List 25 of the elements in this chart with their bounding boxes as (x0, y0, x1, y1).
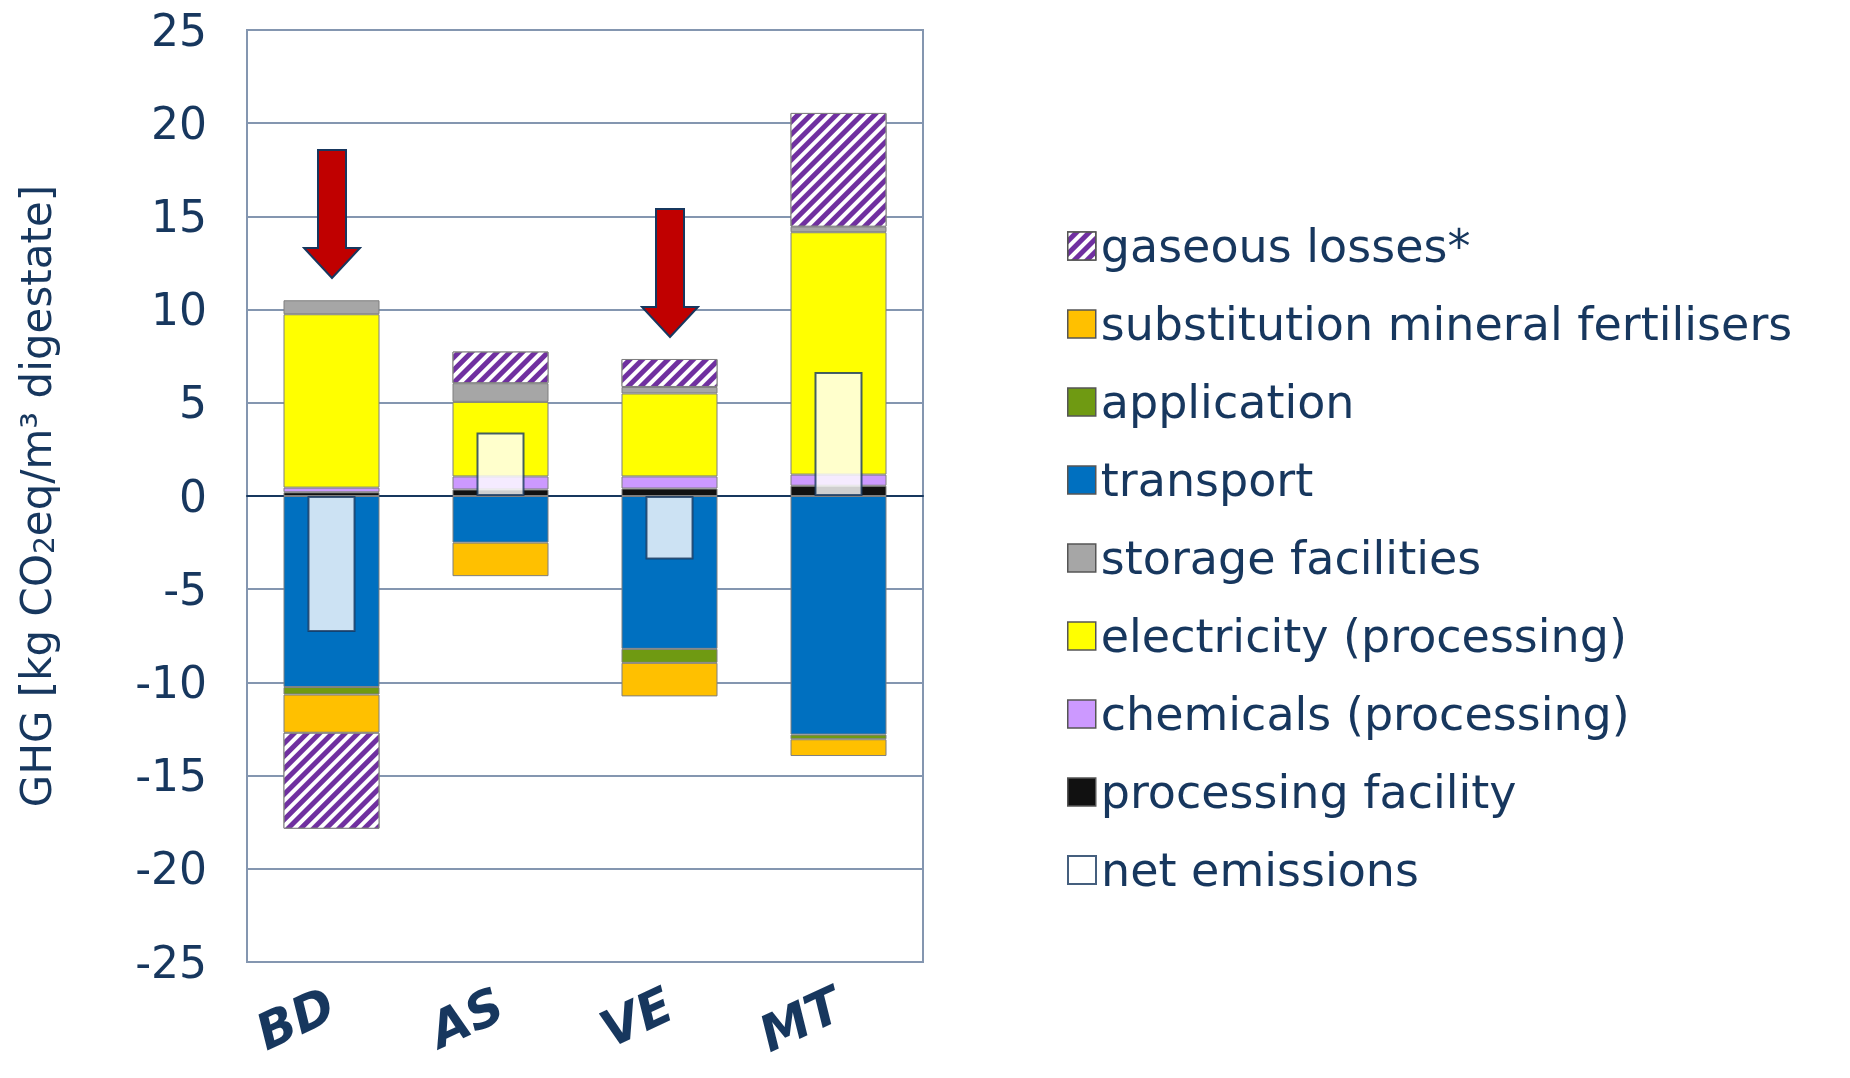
y-tick-label: 20 (151, 97, 207, 149)
x-tick-label: VE (591, 975, 682, 1060)
legend-label: processing facility (1100, 765, 1517, 819)
y-tick-label: 0 (179, 470, 207, 522)
legend-label: substitution mineral fertilisers (1100, 297, 1793, 351)
x-tick-label: AS (416, 975, 513, 1062)
legend-label: electricity (processing) (1100, 609, 1627, 663)
y-tick-label: 10 (151, 284, 207, 336)
legend-label: storage facilities (1100, 531, 1482, 585)
y-tick-label: -15 (135, 750, 207, 802)
y-tick-label: -25 (135, 936, 207, 988)
legend-label: application (1100, 375, 1355, 429)
y-tick-label: -10 (135, 656, 207, 708)
y-tick-label: 25 (151, 4, 207, 56)
x-tick-label: MT (750, 974, 855, 1064)
legend-label: chemicals (processing) (1100, 687, 1630, 741)
x-tick-label: BD (247, 975, 344, 1062)
legend-label: transport (1100, 453, 1314, 507)
y-tick-label: 5 (179, 377, 207, 429)
y-tick-label: -5 (163, 563, 207, 615)
y-axis-title: GHG [kg CO2eq/m³ digestate] (11, 184, 61, 808)
legend-label: gaseous losses* (1100, 219, 1471, 273)
y-tick-label: 15 (151, 190, 207, 242)
legend-label: net emissions (1101, 843, 1419, 897)
y-tick-label: -20 (135, 843, 207, 895)
